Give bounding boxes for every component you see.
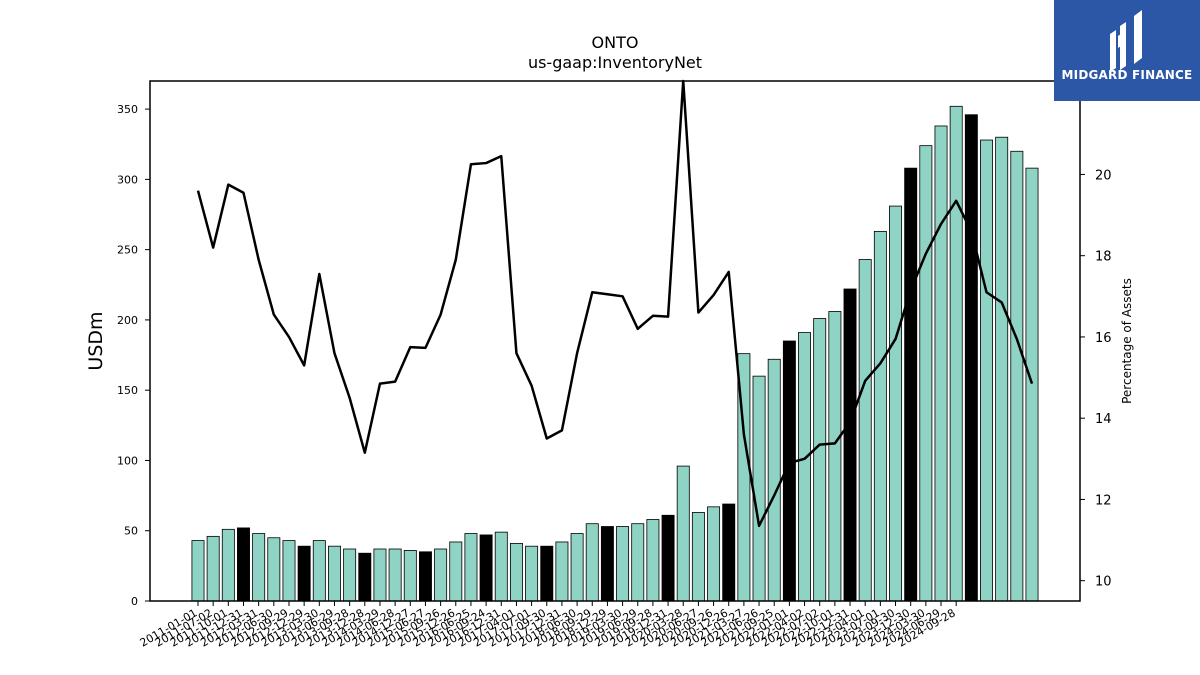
bar xyxy=(449,541,463,602)
bar xyxy=(509,542,523,602)
x-axis: 2011-01-012011-07-022011-10-012011-12-31… xyxy=(138,601,958,650)
bar xyxy=(1010,150,1024,602)
midgard-logo-icon xyxy=(1110,10,1142,72)
bar xyxy=(358,552,372,602)
chart-subtitle: us-gaap:InventoryNet xyxy=(528,53,702,72)
y-tick-label: 350 xyxy=(117,103,138,116)
y2-tick-label: 14 xyxy=(1095,412,1112,427)
bar xyxy=(722,503,736,602)
y-axis-label: USDm xyxy=(85,311,107,370)
y-tick-label: 0 xyxy=(131,595,138,608)
y2-axis-label: Percentage of Assets xyxy=(1120,278,1134,404)
plot-frame xyxy=(149,80,1081,602)
bar xyxy=(828,311,842,602)
bar xyxy=(919,145,933,602)
y2-tick-label: 18 xyxy=(1095,250,1112,265)
bar xyxy=(373,548,387,602)
bar xyxy=(494,531,508,602)
bar xyxy=(191,540,205,602)
bar xyxy=(752,375,766,602)
y-tick-label: 150 xyxy=(117,384,138,397)
bar xyxy=(555,541,569,602)
bar xyxy=(858,259,872,602)
bar xyxy=(843,288,857,602)
bar xyxy=(312,540,326,602)
y2-tick-label: 12 xyxy=(1095,493,1112,508)
y2-tick-label: 16 xyxy=(1095,331,1112,346)
bar xyxy=(646,519,660,602)
bar xyxy=(631,523,645,602)
bar xyxy=(252,533,266,602)
bar xyxy=(540,545,554,602)
bar xyxy=(282,540,296,602)
bar-series xyxy=(191,105,1039,602)
bar xyxy=(388,548,402,602)
bar xyxy=(328,545,341,602)
y-axis-right: 10 12 14 16 18 20 xyxy=(1080,168,1112,590)
y-tick-label: 50 xyxy=(124,525,138,538)
percentage-line xyxy=(196,79,1034,528)
chart-title: ONTO xyxy=(592,33,639,52)
y2-tick-label: 20 xyxy=(1095,168,1112,183)
bar xyxy=(479,534,493,602)
bar xyxy=(964,114,978,602)
bar xyxy=(418,551,432,602)
bar xyxy=(707,506,721,602)
bar xyxy=(995,136,1009,602)
y2-tick-label: 10 xyxy=(1095,575,1112,590)
bar xyxy=(343,548,357,602)
bar xyxy=(267,537,281,602)
y-tick-label: 300 xyxy=(117,173,138,186)
bar xyxy=(616,526,630,602)
bar xyxy=(600,526,614,602)
bar xyxy=(237,527,250,602)
bar xyxy=(206,535,220,602)
bar xyxy=(904,167,918,602)
bar xyxy=(464,533,478,602)
bar xyxy=(934,125,948,602)
bar xyxy=(691,512,705,602)
bar xyxy=(570,533,584,602)
bar xyxy=(403,550,417,602)
bar xyxy=(221,528,235,602)
bar xyxy=(980,139,993,602)
bar xyxy=(889,205,902,602)
bar xyxy=(585,523,599,602)
midgard-finance-logo: MIDGARD FINANCE xyxy=(1054,0,1200,101)
bar xyxy=(676,465,690,602)
bar xyxy=(813,318,827,602)
y-axis-left: 0 50 100 150 200 250 300 350 xyxy=(117,103,150,608)
bar xyxy=(297,545,311,602)
y-tick-label: 200 xyxy=(117,314,138,327)
bar xyxy=(1025,167,1039,602)
y-tick-label: 100 xyxy=(117,454,138,467)
brand-name: MIDGARD FINANCE xyxy=(1061,68,1193,82)
bar xyxy=(434,548,448,602)
bar xyxy=(767,358,781,602)
y-tick-label: 250 xyxy=(117,244,138,257)
bar xyxy=(873,230,887,602)
bar xyxy=(661,514,675,602)
bar xyxy=(798,332,812,602)
bar xyxy=(949,105,963,602)
bar xyxy=(525,545,539,602)
